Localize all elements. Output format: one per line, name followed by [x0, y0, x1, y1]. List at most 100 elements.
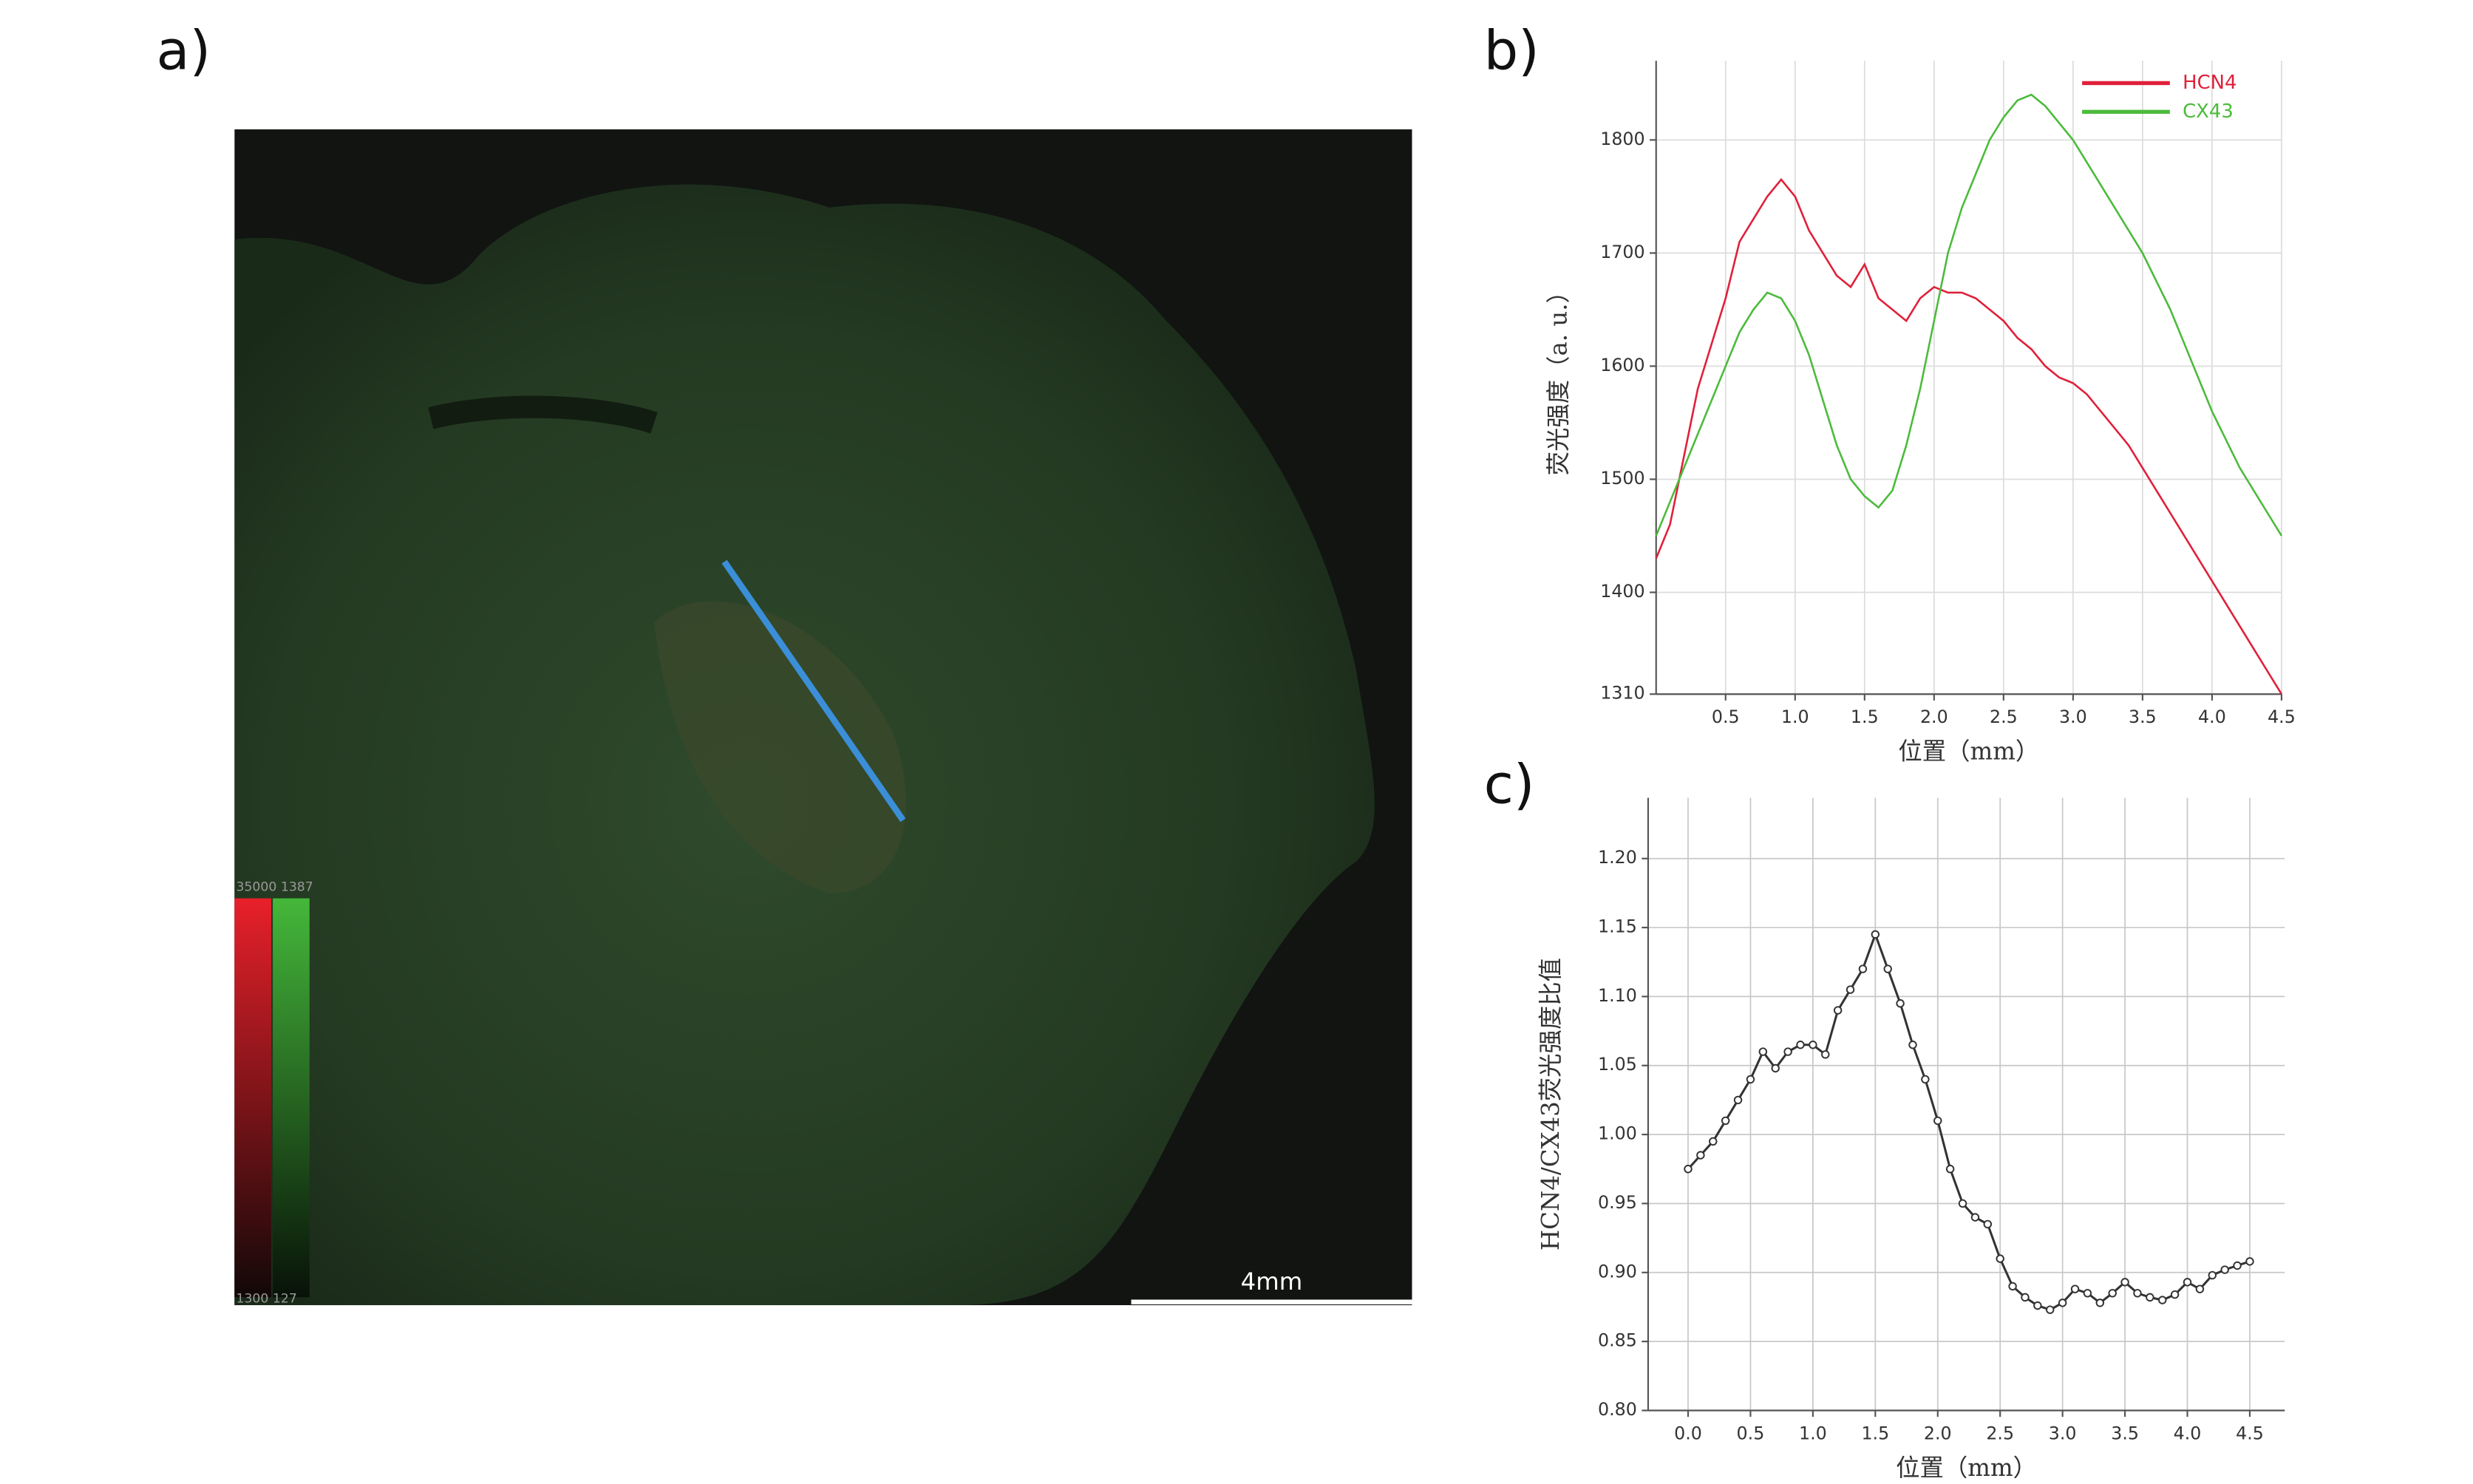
- y-tick-label: 1.05: [1598, 1054, 1637, 1075]
- marker: [2233, 1261, 2242, 1270]
- y-tick-label: 1.20: [1598, 847, 1637, 868]
- marker: [1858, 964, 1868, 973]
- marker: [1933, 1116, 1942, 1126]
- marker: [1970, 1213, 1980, 1222]
- y-tick-label: 1.15: [1598, 916, 1637, 937]
- x-tick-label: 0.0: [1674, 1423, 1702, 1443]
- x-axis-label: 位置（mm）: [1896, 1454, 2037, 1482]
- panel-label: a): [157, 20, 211, 83]
- tissue-region: [654, 601, 906, 894]
- marker: [2158, 1296, 2167, 1304]
- marker: [2033, 1301, 2042, 1310]
- marker: [2220, 1265, 2229, 1274]
- marker: [1796, 1041, 1805, 1049]
- x-tick-label: 0.5: [1712, 707, 1740, 727]
- x-tick-label: 1.0: [1781, 707, 1809, 727]
- tissue-fold: [428, 395, 658, 434]
- marker: [1958, 1199, 1967, 1208]
- marker: [1908, 1041, 1917, 1049]
- marker: [1809, 1041, 1817, 1049]
- marker: [2170, 1290, 2180, 1299]
- marker: [1896, 999, 1905, 1008]
- x-tick-label: 3.0: [2049, 1423, 2077, 1443]
- marker: [1846, 985, 1855, 994]
- colorbar-min: 1300 127: [236, 1291, 296, 1306]
- legend-label: HCN4: [2183, 72, 2236, 94]
- y-tick-label: 1500: [1600, 468, 1644, 489]
- marker: [1746, 1075, 1755, 1084]
- profile-line: [721, 559, 906, 823]
- panel-label: c): [1484, 754, 1535, 817]
- marker: [1983, 1219, 1993, 1229]
- series-line: [1687, 930, 2251, 1311]
- marker: [2108, 1289, 2117, 1298]
- x-tick-label: 2.5: [1990, 707, 2018, 727]
- x-tick-label: 3.0: [2059, 707, 2087, 727]
- marker: [1721, 1116, 1730, 1126]
- y-tick-label: 1700: [1600, 242, 1644, 262]
- marker: [2046, 1305, 2055, 1314]
- panel-label: b): [1484, 20, 1540, 83]
- marker: [1783, 1047, 1792, 1056]
- y-tick-label: 1400: [1600, 581, 1644, 602]
- marker: [1833, 1006, 1843, 1015]
- marker: [1883, 964, 1892, 973]
- x-tick-label: 2.5: [1986, 1423, 2014, 1443]
- marker: [2183, 1278, 2192, 1287]
- y-tick-label: 1.00: [1598, 1123, 1637, 1144]
- marker: [2058, 1298, 2067, 1307]
- marker: [1709, 1137, 1718, 1146]
- y-tick-label: 1800: [1600, 129, 1644, 149]
- marker: [1871, 930, 1880, 939]
- x-tick-label: 3.5: [2111, 1423, 2139, 1443]
- marker: [1758, 1047, 1768, 1056]
- marker: [2095, 1298, 2105, 1307]
- marker: [2021, 1293, 2030, 1302]
- x-tick-label: 4.0: [2198, 707, 2226, 727]
- marker: [2245, 1257, 2254, 1266]
- x-tick-label: 4.5: [2268, 707, 2296, 727]
- marker: [2195, 1284, 2205, 1293]
- x-tick-label: 2.0: [1924, 1423, 1952, 1443]
- x-tick-label: 4.5: [2236, 1423, 2264, 1443]
- colorbar-green: [273, 898, 310, 1298]
- marker: [1771, 1063, 1780, 1073]
- marker: [1996, 1254, 2004, 1263]
- series-line: [1655, 93, 2283, 537]
- y-tick-label: 1.10: [1598, 985, 1637, 1006]
- x-tick-label: 1.0: [1799, 1423, 1827, 1443]
- marker: [2070, 1284, 2080, 1293]
- marker: [1696, 1151, 1705, 1160]
- x-axis-label: 位置（mm）: [1898, 738, 2039, 766]
- marker: [1821, 1050, 1830, 1059]
- legend-label: CX43: [2183, 101, 2234, 123]
- marker: [2146, 1293, 2154, 1302]
- scale-bar-label: 4mm: [1241, 1267, 1303, 1296]
- y-tick-label: 0.85: [1598, 1330, 1637, 1351]
- marker: [1945, 1165, 1955, 1174]
- marker: [1921, 1075, 1930, 1084]
- y-tick-label: 0.95: [1598, 1192, 1637, 1213]
- marker: [2008, 1282, 2017, 1291]
- y-axis-label: HCN4/CX43荧光强度比值: [1537, 958, 1565, 1250]
- y-tick-label: 0.90: [1598, 1261, 1637, 1282]
- y-axis-label: 荧光强度（a. u.）: [1545, 279, 1573, 475]
- colorbar-max: 35000 1387: [236, 879, 313, 894]
- x-tick-label: 0.5: [1737, 1423, 1765, 1443]
- marker: [2133, 1289, 2142, 1298]
- marker: [2083, 1289, 2092, 1298]
- colorbar-red: [234, 898, 271, 1298]
- y-tick-label: 0.80: [1598, 1399, 1637, 1420]
- x-tick-label: 4.0: [2174, 1423, 2202, 1443]
- x-tick-label: 2.0: [1920, 707, 1948, 727]
- marker: [1684, 1165, 1693, 1174]
- x-tick-label: 1.5: [1851, 707, 1879, 727]
- y-tick-label: 1310: [1600, 683, 1644, 704]
- x-tick-label: 1.5: [1861, 1423, 1889, 1443]
- series-line: [1655, 177, 2283, 695]
- panel-a: a) 35000 1387 1300 127 4mm: [157, 20, 1412, 1306]
- marker: [2208, 1270, 2217, 1280]
- marker: [1733, 1095, 1743, 1105]
- y-tick-label: 1600: [1600, 355, 1644, 375]
